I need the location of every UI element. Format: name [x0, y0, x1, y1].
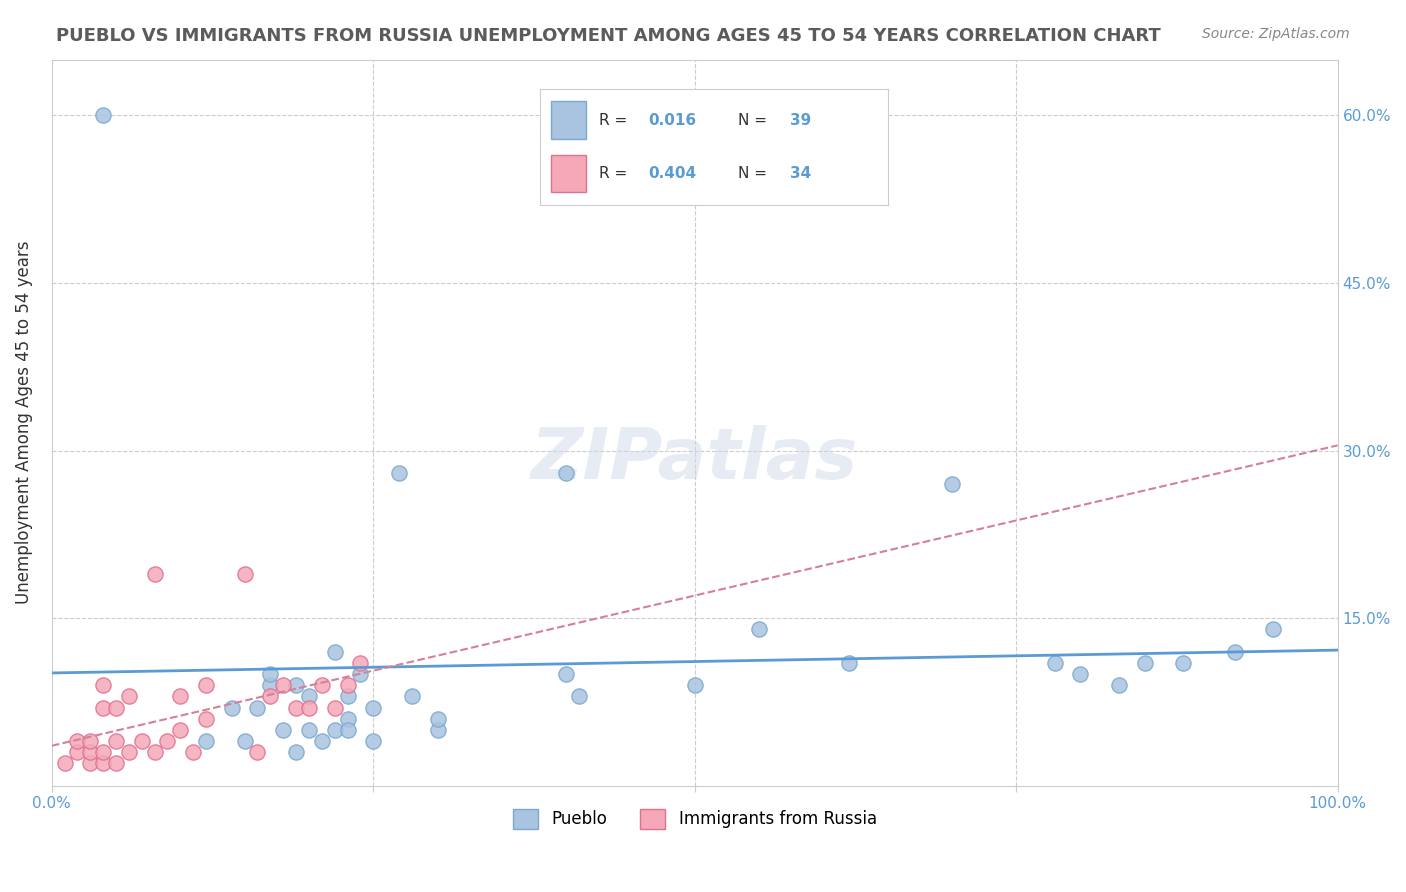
- Point: [323, 645, 346, 659]
- Y-axis label: Unemployment Among Ages 45 to 54 years: Unemployment Among Ages 45 to 54 years: [15, 241, 32, 605]
- Point: [349, 667, 371, 681]
- Point: [941, 477, 963, 491]
- Point: [105, 734, 128, 748]
- Point: [323, 700, 346, 714]
- Legend: Pueblo, Immigrants from Russia: Pueblo, Immigrants from Russia: [506, 802, 883, 836]
- Text: Source: ZipAtlas.com: Source: ZipAtlas.com: [1202, 27, 1350, 41]
- Point: [118, 745, 141, 759]
- Point: [336, 712, 359, 726]
- Point: [195, 712, 218, 726]
- Point: [195, 678, 218, 692]
- Point: [105, 756, 128, 771]
- Point: [336, 678, 359, 692]
- Point: [349, 656, 371, 670]
- Point: [401, 690, 423, 704]
- Point: [131, 734, 153, 748]
- Point: [195, 734, 218, 748]
- Point: [1133, 656, 1156, 670]
- Point: [1069, 667, 1091, 681]
- Point: [361, 734, 384, 748]
- Text: PUEBLO VS IMMIGRANTS FROM RUSSIA UNEMPLOYMENT AMONG AGES 45 TO 54 YEARS CORRELAT: PUEBLO VS IMMIGRANTS FROM RUSSIA UNEMPLO…: [56, 27, 1161, 45]
- Point: [285, 678, 308, 692]
- Point: [1173, 656, 1195, 670]
- Point: [361, 700, 384, 714]
- Point: [426, 723, 449, 737]
- Point: [79, 734, 101, 748]
- Point: [555, 466, 578, 480]
- Point: [298, 723, 321, 737]
- Point: [285, 700, 308, 714]
- Point: [181, 745, 204, 759]
- Point: [298, 690, 321, 704]
- Point: [311, 678, 333, 692]
- Point: [143, 566, 166, 581]
- Point: [298, 700, 321, 714]
- Point: [66, 734, 89, 748]
- Point: [246, 700, 269, 714]
- Point: [105, 700, 128, 714]
- Point: [336, 690, 359, 704]
- Point: [1043, 656, 1066, 670]
- Point: [426, 712, 449, 726]
- Point: [233, 566, 256, 581]
- Point: [259, 690, 281, 704]
- Point: [555, 667, 578, 681]
- Point: [79, 756, 101, 771]
- Point: [53, 756, 76, 771]
- Point: [388, 466, 411, 480]
- Point: [91, 108, 114, 122]
- Point: [311, 734, 333, 748]
- Point: [66, 745, 89, 759]
- Point: [233, 734, 256, 748]
- Point: [1108, 678, 1130, 692]
- Point: [91, 700, 114, 714]
- Point: [143, 745, 166, 759]
- Point: [221, 700, 243, 714]
- Point: [246, 745, 269, 759]
- Point: [91, 678, 114, 692]
- Point: [336, 723, 359, 737]
- Point: [118, 690, 141, 704]
- Point: [79, 745, 101, 759]
- Point: [838, 656, 860, 670]
- Point: [259, 667, 281, 681]
- Point: [91, 756, 114, 771]
- Point: [259, 678, 281, 692]
- Point: [568, 690, 591, 704]
- Point: [169, 723, 191, 737]
- Point: [683, 678, 706, 692]
- Text: ZIPatlas: ZIPatlas: [531, 425, 859, 493]
- Point: [748, 623, 770, 637]
- Point: [1263, 623, 1285, 637]
- Point: [169, 690, 191, 704]
- Point: [271, 678, 294, 692]
- Point: [1223, 645, 1246, 659]
- Point: [91, 745, 114, 759]
- Point: [285, 745, 308, 759]
- Point: [323, 723, 346, 737]
- Point: [271, 723, 294, 737]
- Point: [156, 734, 179, 748]
